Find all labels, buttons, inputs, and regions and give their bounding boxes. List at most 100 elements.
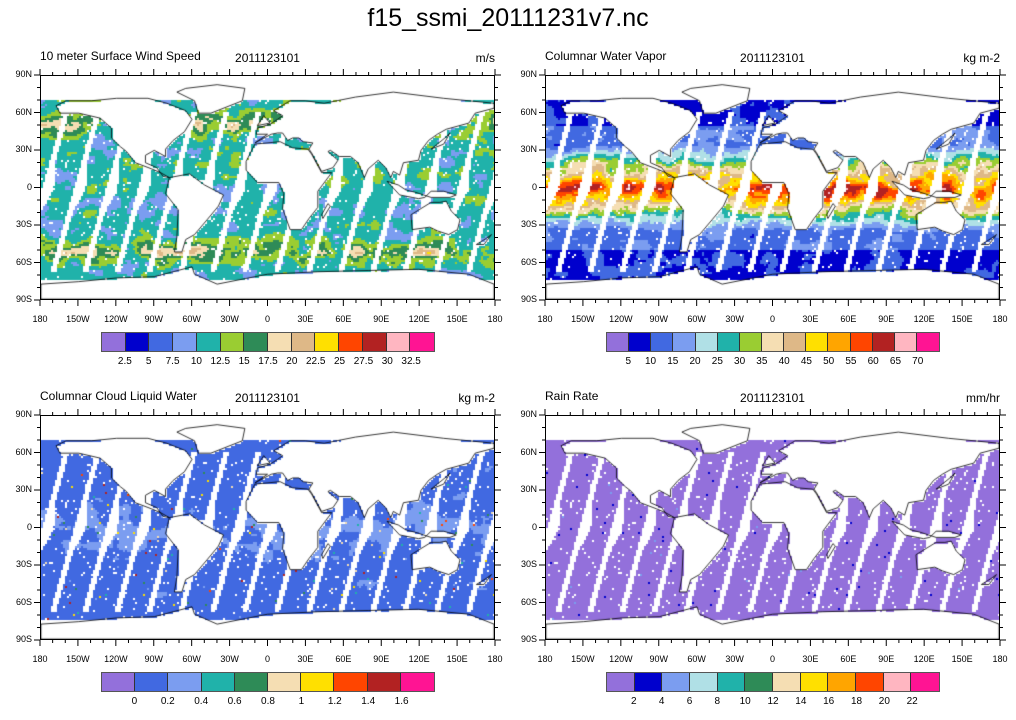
colorbar-swatch xyxy=(745,673,774,691)
colorbar-label: 22 xyxy=(906,696,918,707)
lat-tick-label: 60N xyxy=(15,106,32,117)
colorbar-swatch xyxy=(149,333,174,351)
colorbar-swatch xyxy=(301,673,335,691)
colorbar xyxy=(101,332,435,352)
figure-title: f15_ssmi_20111231v7.nc xyxy=(367,4,649,32)
lat-tick-label: 60S xyxy=(520,596,537,607)
colorbar-label: 0.6 xyxy=(227,696,242,707)
lon-tick-label: 60W xyxy=(182,654,201,664)
colorbar-label: 15 xyxy=(667,356,679,367)
heatmap-field xyxy=(41,416,494,639)
colorbar-label: 20 xyxy=(878,696,890,707)
colorbar-label: 65 xyxy=(889,356,902,367)
lon-tick-label: 120E xyxy=(913,314,935,324)
lat-tick-label: 90S xyxy=(520,294,537,304)
colorbar-label: 12 xyxy=(767,696,779,707)
lat-tick-label: 30N xyxy=(520,484,537,494)
colorbar xyxy=(606,672,940,692)
colorbar-swatch xyxy=(690,673,718,691)
colorbar-label: 27.5 xyxy=(353,356,374,367)
lat-tick-label: 30S xyxy=(15,559,32,569)
colorbar-label: 25 xyxy=(334,356,346,367)
colorbar-swatch xyxy=(629,333,652,351)
colorbar-swatch xyxy=(268,333,292,351)
colorbar-swatch xyxy=(806,333,829,351)
panel-title: Columnar Water Vapor xyxy=(545,49,667,63)
lon-tick-label: 150E xyxy=(446,314,468,324)
lat-tick-label: 90N xyxy=(15,409,32,419)
colorbar-swatch xyxy=(717,673,746,691)
colorbar-label: 18 xyxy=(850,696,863,707)
colorbar-swatch xyxy=(894,333,917,351)
lon-tick-label: 150E xyxy=(951,654,973,664)
lat-tick-label: 90S xyxy=(15,294,32,304)
map-panel-columnar-cloud-liquid-water: Columnar Cloud Liquid Water 2011123101 kg … xyxy=(0,380,508,720)
lat-tick-label: 30S xyxy=(520,219,537,229)
colorbar-swatch xyxy=(234,673,269,691)
lon-tick-label: 90E xyxy=(373,654,390,664)
colorbar-label: 1.4 xyxy=(361,696,376,707)
lon-tick-label: 30W xyxy=(725,654,744,664)
colorbar-label: 7.5 xyxy=(165,356,180,367)
colorbar-swatch xyxy=(761,333,785,351)
lon-tick-label: 150W xyxy=(571,314,595,324)
lat-tick-label: 0 xyxy=(26,521,32,532)
lat-tick-label: 30S xyxy=(520,559,537,569)
lon-tick-label: 0 xyxy=(264,654,271,664)
colorbar-swatch xyxy=(607,673,635,691)
colorbar-swatch xyxy=(651,333,674,351)
colorbar-label: 50 xyxy=(823,356,835,367)
colorbar-swatch xyxy=(196,333,221,351)
colorbar-label: 0.8 xyxy=(261,696,275,707)
colorbar-label: 10 xyxy=(739,696,751,707)
lat-tick-label: 90N xyxy=(15,69,32,79)
lat-tick-label: 0 xyxy=(531,181,537,192)
map-plot-area xyxy=(545,75,1000,300)
map-plot-area xyxy=(40,75,495,300)
lon-tick-label: 0 xyxy=(264,314,271,324)
lon-tick-label: 60E xyxy=(840,314,857,324)
colorbar-label: 15 xyxy=(238,356,250,367)
colorbar-swatch xyxy=(367,673,401,691)
colorbar-label: 55 xyxy=(845,356,857,367)
colorbar-label: 35 xyxy=(756,356,768,367)
colorbar-swatch xyxy=(173,333,197,351)
colorbar-label: 0 xyxy=(131,696,138,707)
colorbar-swatch xyxy=(168,673,202,691)
colorbar-label: 4 xyxy=(658,696,665,707)
lon-tick-label: 90W xyxy=(144,654,164,664)
heatmap-field xyxy=(546,76,999,299)
colorbar-swatch xyxy=(268,673,302,691)
colorbar-swatch xyxy=(244,333,269,351)
colorbar-label: 1 xyxy=(298,696,305,707)
lon-tick-label: 30W xyxy=(220,314,239,324)
colorbar-swatch xyxy=(334,673,368,691)
panel-units: mm/hr xyxy=(966,391,1000,405)
lon-tick-label: 30E xyxy=(297,314,314,324)
colorbar-label: 10 xyxy=(190,356,202,367)
colorbar-label: 60 xyxy=(867,356,879,367)
colorbar-swatch xyxy=(773,673,801,691)
colorbar-swatch xyxy=(634,673,663,691)
lon-tick-label: 0 xyxy=(769,654,776,664)
colorbar-swatch xyxy=(102,333,126,351)
lon-tick-label: 30E xyxy=(297,654,314,664)
lon-tick-label: 150W xyxy=(66,654,90,664)
lat-tick-label: 90N xyxy=(520,69,537,79)
lon-tick-label: 120W xyxy=(609,314,633,324)
lon-tick-label: 180 xyxy=(992,654,1008,664)
lon-tick-label: 180 xyxy=(487,654,503,664)
colorbar-label: 30 xyxy=(734,356,746,367)
lat-tick-label: 60S xyxy=(15,256,32,267)
colorbar-swatch xyxy=(135,673,169,691)
colorbar-swatch xyxy=(201,673,235,691)
colorbar-label: 16 xyxy=(823,696,835,707)
colorbar-swatch xyxy=(828,333,851,351)
lon-tick-label: 120E xyxy=(408,654,430,664)
colorbar-swatch xyxy=(856,673,884,691)
map-panel-rain-rate: Rain Rate 2011123101 mm/hr 90N 60N 30N 0 30S 60S… xyxy=(505,380,1013,720)
colorbar-swatch xyxy=(739,333,762,351)
lon-tick-label: 60W xyxy=(687,654,706,664)
colorbar-swatch xyxy=(673,333,696,351)
colorbar-label: 5 xyxy=(625,356,632,367)
